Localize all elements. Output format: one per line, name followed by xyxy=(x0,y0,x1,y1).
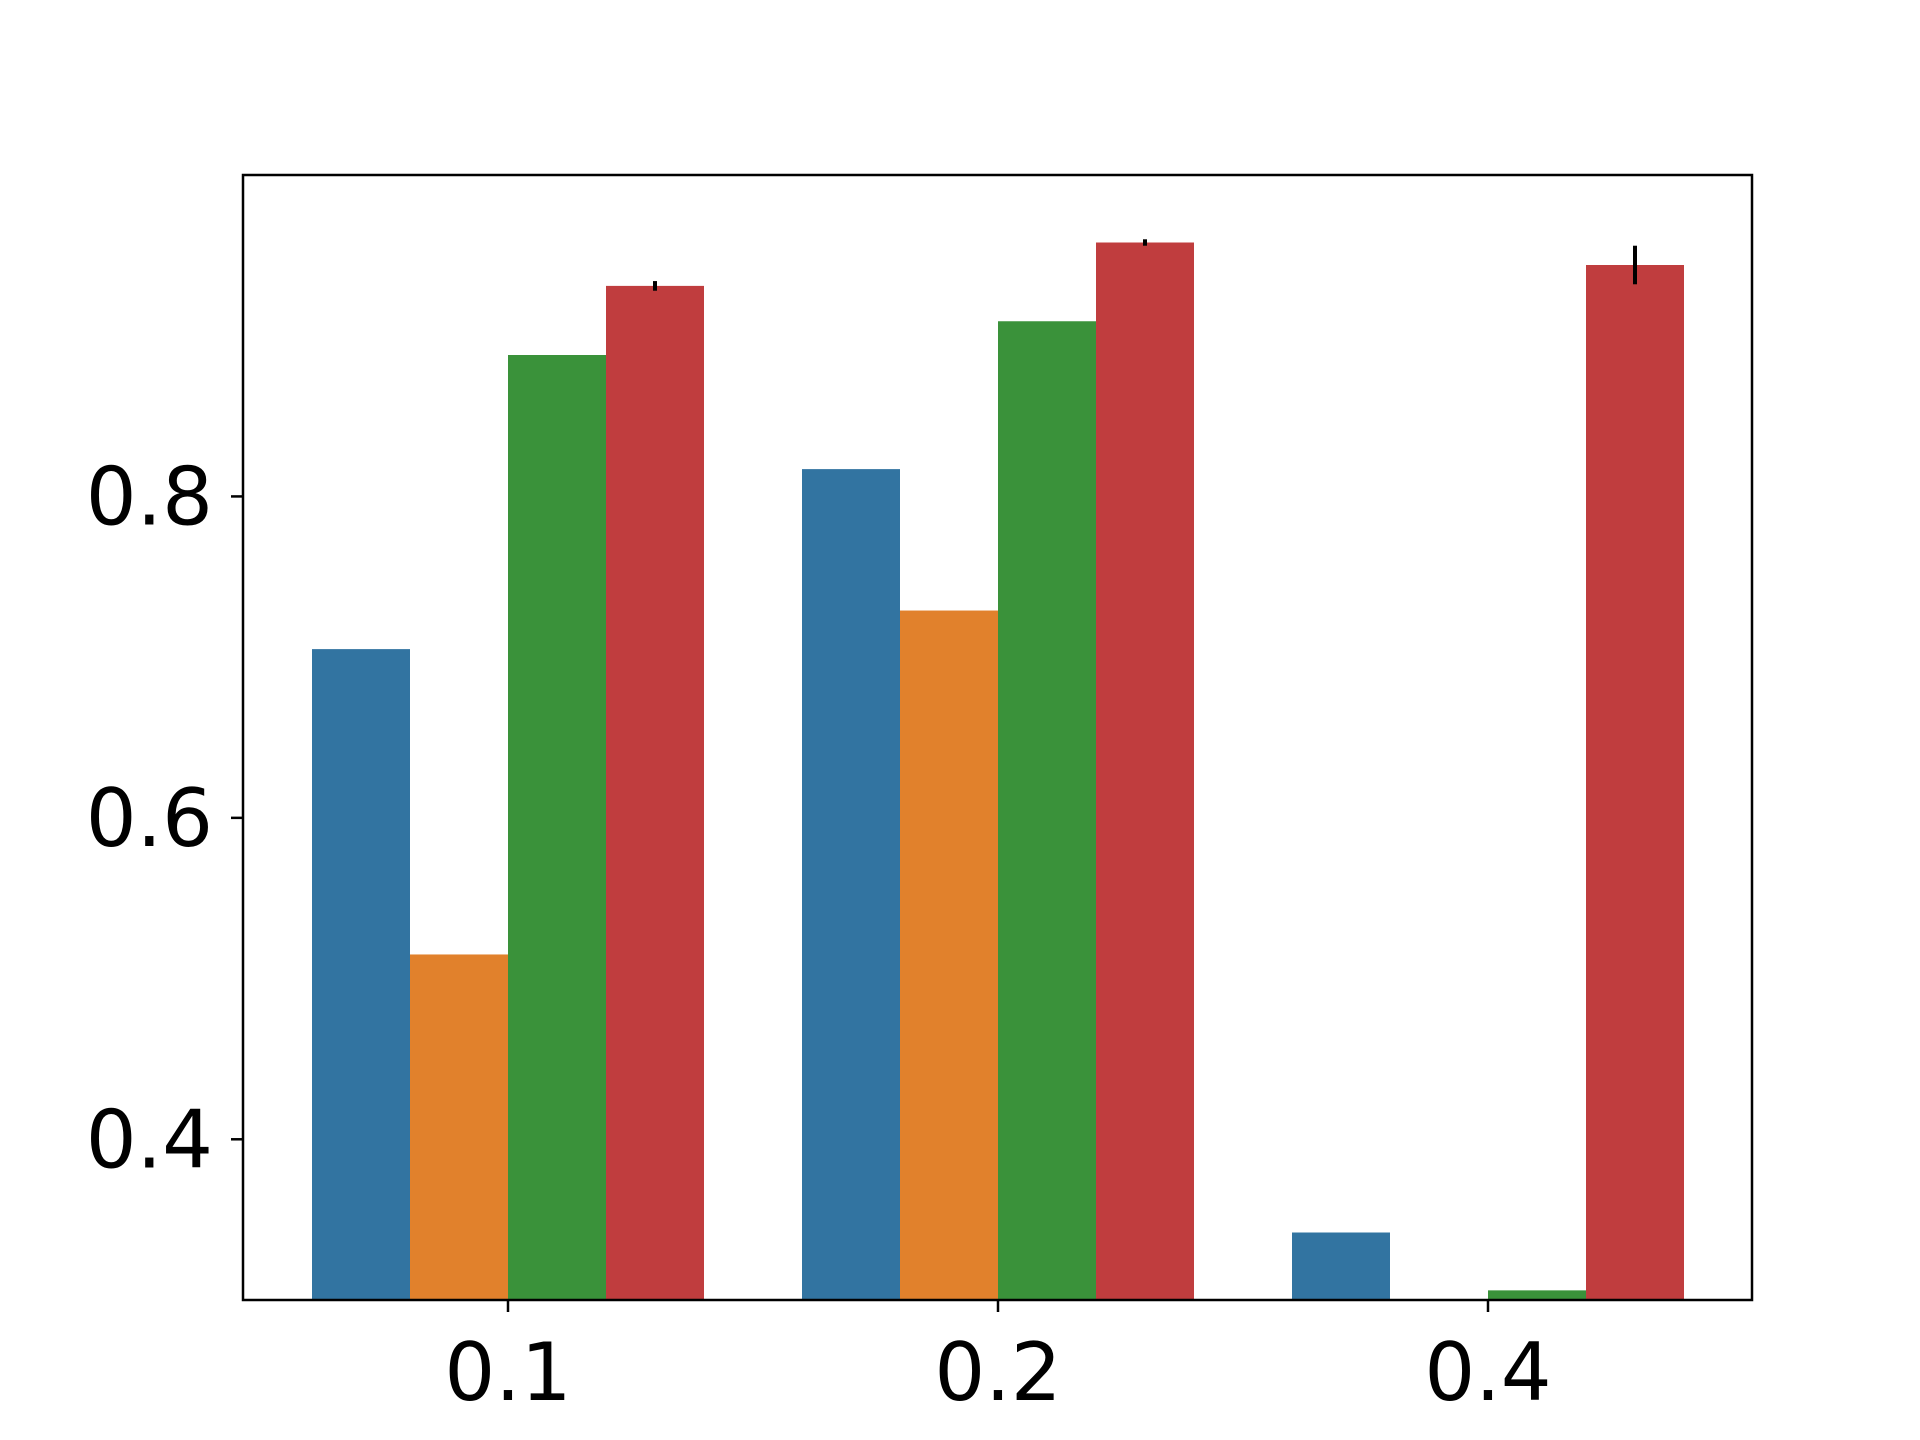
bar-0.1-series-0 xyxy=(312,649,410,1300)
bar-0.2-series-1 xyxy=(900,610,998,1300)
x-tick-label: 0.2 xyxy=(934,1326,1061,1419)
y-axis: 0.4 0.6 0.8 xyxy=(86,450,243,1186)
bar-0.4-series-3 xyxy=(1586,265,1684,1300)
bar-0.4-series-0 xyxy=(1292,1232,1390,1300)
bar-0.1-series-1 xyxy=(410,954,508,1300)
x-tick-label: 0.1 xyxy=(444,1326,571,1419)
bar-0.1-series-2 xyxy=(508,355,606,1300)
y-tick-label: 0.6 xyxy=(86,772,213,865)
bar-0.2-series-3 xyxy=(1096,242,1194,1300)
bar-0.1-series-3 xyxy=(606,285,704,1301)
error-bars-layer xyxy=(653,239,1637,291)
bar-0.2-series-0 xyxy=(802,469,900,1300)
bar-0.2-series-2 xyxy=(998,321,1096,1300)
x-axis: 0.1 0.2 0.4 xyxy=(444,1300,1552,1419)
bars-layer xyxy=(312,242,1684,1301)
y-tick-label: 0.4 xyxy=(86,1093,213,1186)
bar-0.4-series-2 xyxy=(1488,1290,1586,1300)
x-tick-label: 0.4 xyxy=(1424,1326,1551,1419)
y-tick-label: 0.8 xyxy=(86,450,213,543)
